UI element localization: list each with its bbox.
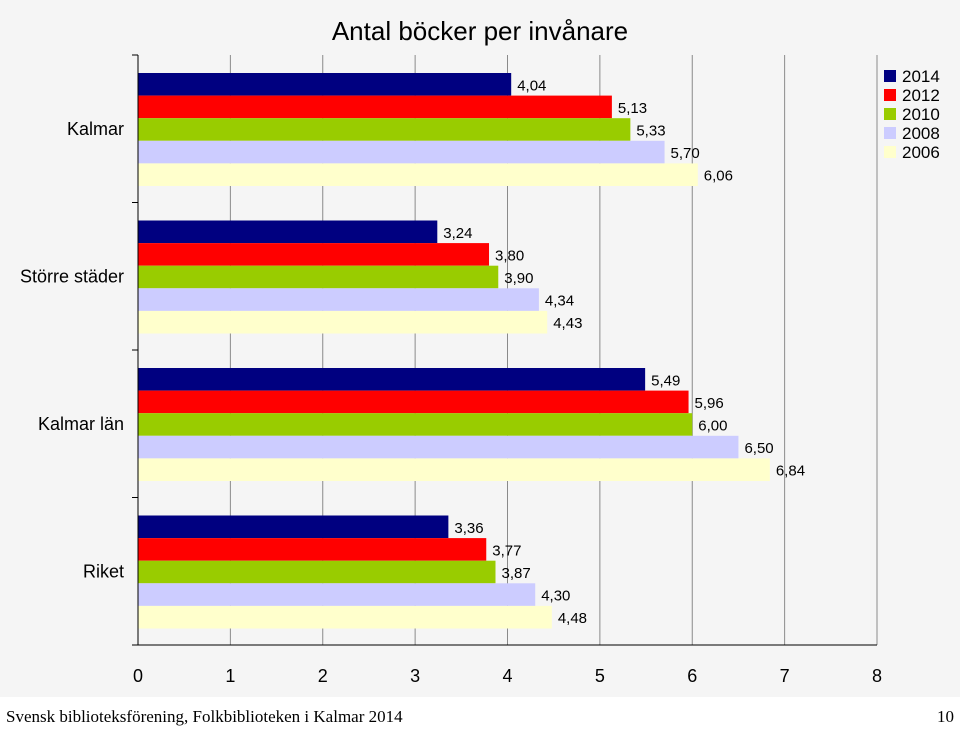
- legend-swatch-2010: [884, 108, 896, 120]
- value-label: 3,36: [454, 520, 483, 537]
- value-label: 4,04: [517, 77, 546, 94]
- bar-2008-2: [138, 435, 739, 459]
- bar-2012-1: [138, 243, 490, 266]
- value-label: 5,49: [651, 372, 680, 389]
- bar-2006-3: [138, 605, 552, 629]
- bar-2008-1: [138, 288, 539, 311]
- value-label: 3,77: [492, 542, 521, 559]
- value-label: 3,87: [501, 565, 530, 582]
- value-label: 5,96: [695, 395, 724, 412]
- bar-2006-2: [138, 458, 770, 481]
- value-label: 6,00: [698, 418, 727, 435]
- legend-swatch-2006: [884, 146, 896, 158]
- legend-label: 2010: [902, 105, 940, 124]
- category-label: Kalmar län: [38, 414, 124, 434]
- legend-swatch-2008: [884, 127, 896, 139]
- bar-2014-3: [138, 515, 449, 539]
- legend-label: 2012: [902, 86, 940, 105]
- bar-2012-3: [138, 538, 487, 561]
- footer: Svensk biblioteksförening, Folkbibliotek…: [0, 697, 960, 730]
- bar-2014-1: [138, 220, 438, 244]
- bar-2006-1: [138, 310, 548, 334]
- bar-2008-0: [138, 140, 665, 164]
- value-label: 4,34: [545, 293, 574, 310]
- page-number: 10: [937, 707, 954, 726]
- value-label: 3,80: [495, 247, 524, 264]
- x-tick-label: 0: [133, 666, 143, 686]
- value-label: 4,43: [553, 315, 582, 332]
- x-tick-label: 4: [502, 666, 512, 686]
- bar-2014-0: [138, 73, 512, 96]
- category-label: Större städer: [20, 266, 124, 286]
- x-tick-label: 7: [780, 666, 790, 686]
- value-label: 5,13: [618, 100, 647, 117]
- value-label: 3,90: [504, 270, 533, 287]
- bar-2010-2: [138, 413, 693, 436]
- x-tick-label: 1: [225, 666, 235, 686]
- x-tick-label: 8: [872, 666, 882, 686]
- category-label: Kalmar: [67, 119, 124, 139]
- bar-2006-0: [138, 163, 698, 186]
- legend-label: 2008: [902, 124, 940, 143]
- value-label: 4,30: [541, 588, 570, 605]
- bar-chart: Antal böcker per invånare 4,04 5,13 5,33 5,…: [20, 16, 940, 686]
- x-tick-label: 5: [595, 666, 605, 686]
- chart-title: Antal böcker per invånare: [332, 16, 628, 46]
- value-label: 6,84: [776, 463, 805, 480]
- footer-source: Svensk biblioteksförening, Folkbibliotek…: [6, 707, 403, 726]
- value-label: 3,24: [443, 225, 472, 242]
- bar-2010-0: [138, 118, 631, 141]
- legend-label: 2014: [902, 67, 940, 86]
- value-label: 5,33: [636, 123, 665, 140]
- bar-2012-0: [138, 95, 612, 119]
- value-label: 4,48: [558, 610, 587, 627]
- value-label: 5,70: [671, 145, 700, 162]
- chart-area: Antal böcker per invånare 4,04 5,13 5,33 5,…: [19, 16, 940, 686]
- value-label: 6,50: [744, 440, 773, 457]
- bar-2008-3: [138, 583, 536, 606]
- legend-swatch-2012: [884, 89, 896, 101]
- bar-2014-2: [138, 368, 646, 391]
- legend-swatch-2014: [884, 70, 896, 82]
- x-tick-label: 3: [410, 666, 420, 686]
- bar-2010-1: [138, 265, 499, 289]
- x-tick-label: 6: [687, 666, 697, 686]
- category-label: Riket: [83, 561, 124, 581]
- x-tick-label: 2: [318, 666, 328, 686]
- legend-label: 2006: [902, 143, 940, 162]
- value-label: 6,06: [704, 168, 733, 185]
- bar-2010-3: [138, 560, 496, 584]
- bar-2012-2: [138, 390, 689, 414]
